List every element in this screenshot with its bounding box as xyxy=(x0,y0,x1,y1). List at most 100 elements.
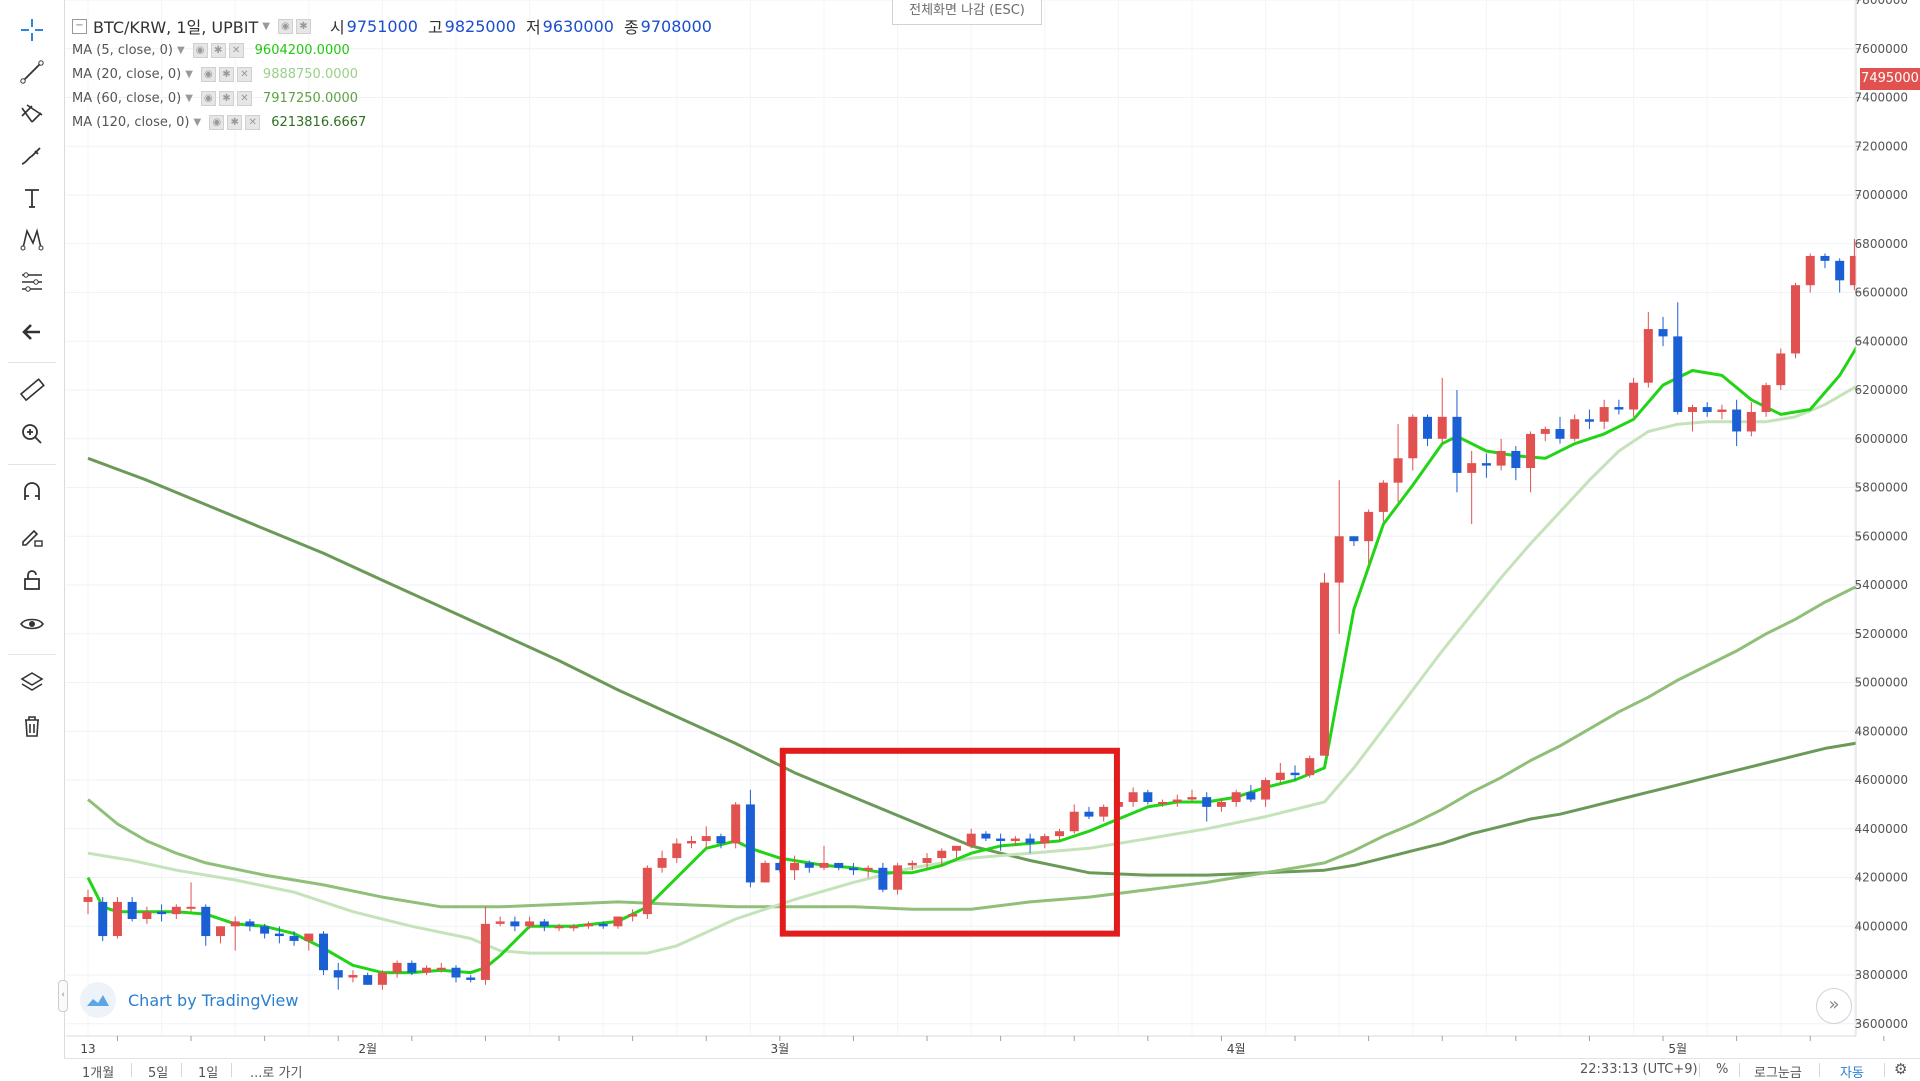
highlight-box xyxy=(779,747,1120,937)
ruler-icon[interactable] xyxy=(14,372,50,408)
candle-body xyxy=(996,838,1006,841)
range-1-day[interactable]: 1일 xyxy=(198,1066,219,1081)
time-tick-label: 5월 xyxy=(1668,1042,1687,1056)
candle-body xyxy=(1805,255,1815,286)
candle-body xyxy=(1629,382,1639,410)
back-arrow-icon[interactable] xyxy=(14,314,50,350)
gear-icon[interactable]: ✱ xyxy=(227,114,243,130)
bottom-bar: 1개월 5일 1일 ...로 가기 22:33:13 (UTC+9) % 로그눈… xyxy=(64,1058,1920,1081)
eye-icon[interactable] xyxy=(14,606,50,642)
pattern-icon[interactable] xyxy=(14,222,50,258)
candle-body xyxy=(834,862,844,868)
gear-icon[interactable]: ✱ xyxy=(210,42,226,58)
open-label: 시 xyxy=(329,18,345,37)
candle-body xyxy=(1437,416,1447,439)
chevron-down-icon[interactable]: ▼ xyxy=(262,20,270,32)
symbol-title[interactable]: BTC/KRW, 1일, UPBIT xyxy=(93,18,259,37)
candle-body xyxy=(1040,836,1050,844)
candle-body xyxy=(1143,792,1153,802)
log-scale-toggle[interactable]: 로그눈금 xyxy=(1754,1066,1802,1081)
candle-body xyxy=(1246,792,1256,800)
candle-body xyxy=(672,843,682,859)
candle-body xyxy=(598,923,608,927)
gear-icon[interactable]: ✱ xyxy=(295,18,311,34)
price-tick-label: 4800000 xyxy=(1855,724,1908,738)
zoom-in-icon[interactable] xyxy=(14,416,50,452)
low-label: 저 xyxy=(525,18,541,37)
ma-row: MA (5, close, 0) ▼ ◉ ✱ ✕ 9604200.0000 xyxy=(72,38,712,62)
crosshair-icon[interactable] xyxy=(14,12,50,48)
close-icon[interactable]: ✕ xyxy=(236,90,252,106)
candle-body xyxy=(510,921,520,927)
gear-icon[interactable]: ✱ xyxy=(218,66,234,82)
goto-button[interactable]: ...로 가기 xyxy=(250,1066,303,1081)
range-1-month[interactable]: 1개월 xyxy=(82,1066,115,1081)
layers-icon[interactable] xyxy=(14,664,50,700)
candle-body xyxy=(112,901,122,937)
candle-body xyxy=(1452,416,1462,473)
candle-body xyxy=(436,967,446,970)
eye-icon[interactable]: ◉ xyxy=(192,42,208,58)
chevron-down-icon[interactable]: ▼ xyxy=(185,68,193,80)
eye-icon[interactable]: ◉ xyxy=(200,66,216,82)
price-tick-label: 7000000 xyxy=(1855,188,1908,202)
gear-icon[interactable]: ✱ xyxy=(218,90,234,106)
ma5-label[interactable]: MA (5, close, 0) xyxy=(72,42,173,58)
close-icon[interactable]: ✕ xyxy=(236,66,252,82)
exit-fullscreen-button[interactable]: 전체화면 나감 (ESC) xyxy=(892,0,1042,25)
chevron-down-icon[interactable]: ▼ xyxy=(185,92,193,104)
gear-icon[interactable]: ⚙ xyxy=(1894,1060,1908,1078)
trend-line-icon[interactable] xyxy=(14,54,50,90)
time-tick-label: 3월 xyxy=(770,1042,789,1056)
chevron-down-icon[interactable]: ▼ xyxy=(176,44,185,56)
collapse-handle-icon[interactable]: ‹ xyxy=(58,980,68,1012)
price-tick-label: 5800000 xyxy=(1855,481,1908,495)
pitchfork-icon[interactable] xyxy=(14,96,50,132)
trash-icon[interactable] xyxy=(14,708,50,744)
ma120-label[interactable]: MA (120, close, 0) xyxy=(72,114,190,130)
candle-body xyxy=(1202,797,1212,807)
tradingview-logo-icon xyxy=(80,982,116,1018)
lock-drawing-icon[interactable] xyxy=(14,518,50,554)
magnet-icon[interactable] xyxy=(14,474,50,510)
ma-row: MA (60, close, 0) ▼ ◉ ✱ ✕ 7917250.0000 xyxy=(72,86,712,110)
open-value: 9751000 xyxy=(346,16,418,36)
candle-body xyxy=(951,845,961,851)
candle-body xyxy=(1658,329,1668,337)
candle-body xyxy=(1835,260,1845,281)
candle-body xyxy=(1408,416,1418,459)
candle-body xyxy=(422,967,432,973)
scroll-to-realtime-button[interactable]: » xyxy=(1816,988,1852,1024)
auto-scale-toggle[interactable]: 자동 xyxy=(1840,1066,1864,1081)
chevron-down-icon[interactable]: ▼ xyxy=(193,116,202,128)
close-icon[interactable]: ✕ xyxy=(228,42,244,58)
candle-body xyxy=(716,836,726,844)
range-5-days[interactable]: 5일 xyxy=(148,1066,169,1081)
candle-body xyxy=(907,862,917,866)
ma20-label[interactable]: MA (20, close, 0) xyxy=(72,66,182,82)
eye-icon[interactable]: ◉ xyxy=(200,90,216,106)
text-icon[interactable] xyxy=(14,180,50,216)
candle-body xyxy=(142,911,152,919)
ma60-label[interactable]: MA (60, close, 0) xyxy=(72,90,182,106)
eye-icon[interactable]: ◉ xyxy=(209,114,225,130)
candle-body xyxy=(230,921,240,927)
candle-body xyxy=(363,975,373,985)
candle-body xyxy=(83,897,93,902)
tradingview-watermark[interactable]: Chart by TradingView xyxy=(80,982,298,1018)
ma20-value: 9888750.0000 xyxy=(262,66,359,82)
price-tick-label: 6600000 xyxy=(1855,286,1908,300)
candle-body xyxy=(937,850,947,859)
collapse-icon[interactable]: − xyxy=(72,18,87,34)
eye-icon[interactable]: ◉ xyxy=(277,18,293,34)
price-tick-label: 7800000 xyxy=(1855,0,1908,7)
percent-toggle[interactable]: % xyxy=(1716,1062,1729,1077)
candle-body xyxy=(333,970,343,978)
unlock-icon[interactable] xyxy=(14,562,50,598)
candle-body xyxy=(1334,536,1344,583)
brush-icon[interactable] xyxy=(14,138,50,174)
close-icon[interactable]: ✕ xyxy=(245,114,261,130)
prediction-icon[interactable] xyxy=(14,264,50,300)
candle-body xyxy=(1820,255,1830,261)
